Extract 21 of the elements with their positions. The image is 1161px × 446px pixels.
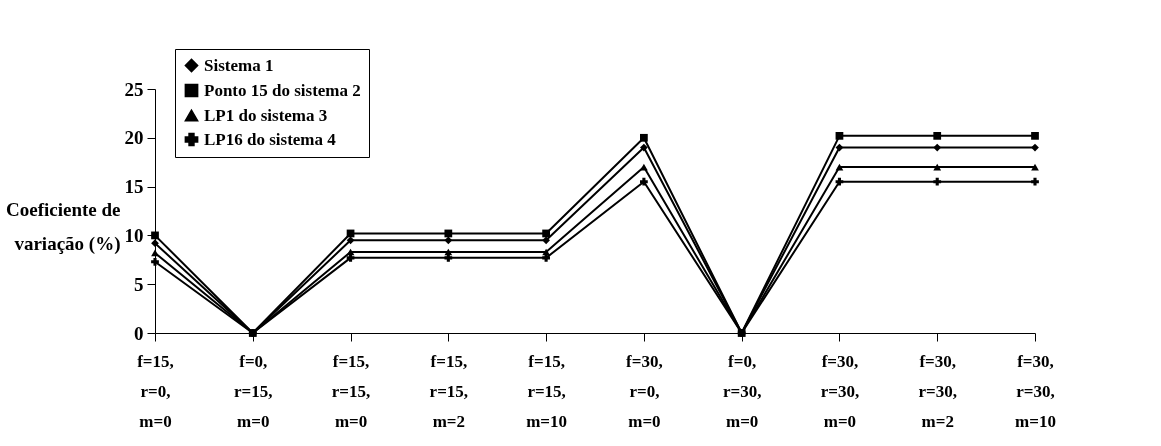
legend-label: LP1 do sistema 3 [204, 105, 328, 125]
y-tick-label: 0 [134, 322, 144, 344]
y-tick-label: 15 [124, 176, 144, 198]
y-axis-title: Coeficiente de variação (%) [6, 198, 121, 255]
x-tick-label: f=15, r=15, m=10 [526, 351, 568, 431]
x-tick-label: f=30, r=30, m=0 [820, 351, 860, 431]
legend-label: Ponto 15 do sistema 2 [204, 80, 361, 100]
legend-label: Sistema 1 [204, 55, 274, 75]
y-tick-label: 25 [124, 78, 144, 100]
x-tick-label: f=15, r=15, m=0 [331, 351, 371, 431]
x-tick-label: f=0, r=15, m=0 [234, 351, 273, 431]
x-tick-label: f=30, r=30, m=2 [918, 351, 957, 431]
legend-label: LP16 do sistema 4 [204, 129, 337, 149]
x-tick-label: f=0, r=30, m=0 [722, 351, 762, 431]
x-tick-label: f=15, r=15, m=2 [429, 351, 469, 431]
x-tick-label: f=15, r=0, m=0 [137, 351, 174, 431]
x-tick-label: f=30, r=30, m=10 [1015, 351, 1056, 431]
y-tick-label: 5 [134, 273, 144, 295]
y-tick-label: 10 [124, 224, 144, 246]
x-tick-label: f=30, r=0, m=0 [626, 351, 663, 431]
y-tick-label: 20 [124, 127, 144, 149]
